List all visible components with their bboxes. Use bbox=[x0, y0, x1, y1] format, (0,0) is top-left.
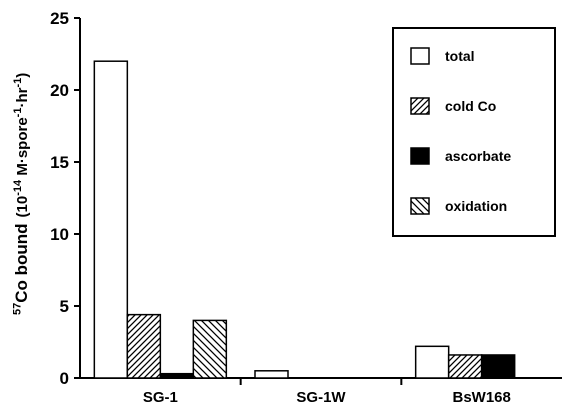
bar-total-sg-1w bbox=[255, 371, 288, 378]
bar-oxidation-sg-1 bbox=[193, 320, 226, 378]
bar-ascorbate-bsw168 bbox=[482, 355, 515, 378]
y-axis-label-mass: 57 bbox=[11, 303, 23, 315]
x-tick-label: BsW168 bbox=[452, 389, 510, 406]
y-tick-label: 15 bbox=[50, 153, 69, 172]
bar-total-sg-1 bbox=[94, 61, 127, 378]
legend-label: ascorbate bbox=[445, 148, 511, 164]
legend-label: oxidation bbox=[445, 198, 507, 214]
legend-swatch bbox=[411, 148, 429, 164]
bar-total-bsw168 bbox=[416, 346, 449, 378]
legend-label: cold Co bbox=[445, 98, 496, 114]
y-axis-label-element: Co bound bbox=[12, 223, 31, 302]
y-tick-label: 10 bbox=[50, 225, 69, 244]
x-tick-label: SG-1W bbox=[296, 389, 346, 406]
x-tick-label: SG-1 bbox=[143, 389, 178, 406]
y-tick-label: 25 bbox=[50, 9, 69, 28]
bar-cold-co-sg-1 bbox=[127, 315, 160, 378]
legend: total cold Co ascorbate oxidation bbox=[393, 28, 555, 236]
y-axis-label: 57Co bound (10-14 M·spore-1·hr-1) bbox=[7, 45, 37, 315]
y-axis-label-units: (10-14 M·spore-1·hr-1) bbox=[14, 73, 31, 218]
legend-swatch bbox=[411, 98, 429, 114]
bar-cold-co-bsw168 bbox=[449, 355, 482, 378]
y-tick-label: 0 bbox=[60, 369, 69, 388]
bar-ascorbate-sg-1 bbox=[160, 374, 193, 378]
y-tick-label: 20 bbox=[50, 81, 69, 100]
y-tick-label: 5 bbox=[60, 297, 69, 316]
legend-swatch bbox=[411, 48, 429, 64]
legend-swatch bbox=[411, 198, 429, 214]
x-tick-labels: SG-1 SG-1W BsW168 bbox=[143, 389, 511, 406]
legend-label: total bbox=[445, 48, 475, 64]
